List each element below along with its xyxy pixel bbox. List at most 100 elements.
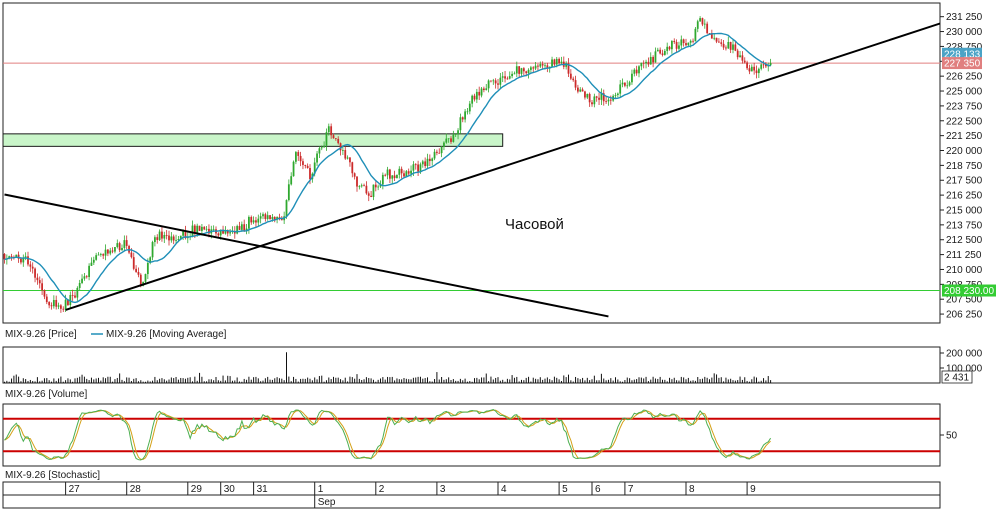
candle bbox=[685, 38, 687, 47]
candle bbox=[593, 93, 596, 108]
candle-body bbox=[638, 66, 640, 74]
trendline-2[interactable] bbox=[65, 22, 945, 311]
candle-body bbox=[569, 73, 572, 79]
candle-body bbox=[55, 299, 58, 307]
candle-body bbox=[663, 50, 666, 55]
candle-body bbox=[182, 230, 184, 236]
volume-panel[interactable] bbox=[2, 346, 941, 384]
candle bbox=[50, 302, 53, 310]
candle-body bbox=[633, 69, 636, 74]
candle-body bbox=[577, 87, 579, 92]
candle-body bbox=[640, 62, 643, 67]
candle bbox=[295, 151, 297, 165]
candle bbox=[572, 76, 575, 82]
candle bbox=[508, 71, 511, 80]
candle-body bbox=[27, 256, 29, 265]
candle-body bbox=[468, 103, 471, 112]
trendline-1[interactable] bbox=[4, 193, 609, 318]
candle-body bbox=[736, 50, 739, 58]
candle bbox=[471, 94, 474, 108]
candle-body bbox=[525, 71, 528, 74]
candle bbox=[389, 168, 391, 184]
candle-body bbox=[757, 68, 760, 74]
candle bbox=[262, 212, 264, 220]
candle bbox=[757, 67, 760, 79]
candle bbox=[492, 78, 495, 85]
resistance-zone[interactable] bbox=[3, 133, 504, 147]
price-tick-label: 218 750 bbox=[946, 161, 983, 172]
candle-body bbox=[631, 73, 633, 83]
candle bbox=[151, 240, 154, 261]
candle bbox=[522, 67, 525, 76]
candle bbox=[713, 33, 716, 41]
price-tick-label: 213 750 bbox=[946, 220, 983, 231]
candle bbox=[99, 252, 102, 257]
candle bbox=[391, 175, 394, 185]
candle bbox=[421, 159, 424, 168]
stochastic-k-line[interactable] bbox=[4, 408, 772, 461]
candle bbox=[518, 65, 521, 78]
candle bbox=[330, 123, 333, 139]
candle bbox=[203, 226, 206, 231]
candle bbox=[748, 64, 751, 75]
candle-body bbox=[278, 217, 281, 218]
candle bbox=[71, 289, 74, 301]
candle bbox=[287, 179, 290, 202]
candle-body bbox=[285, 200, 288, 217]
price-tag: 227 350 bbox=[942, 57, 982, 70]
candle bbox=[358, 185, 361, 190]
price-panel[interactable] bbox=[2, 2, 941, 324]
candle-body bbox=[753, 66, 756, 71]
candle-body bbox=[313, 162, 316, 174]
candle-body bbox=[414, 164, 417, 166]
candle-body bbox=[715, 37, 718, 42]
price-tick-label: 228 750 bbox=[946, 42, 983, 53]
candle bbox=[591, 100, 593, 107]
candle-body bbox=[765, 64, 767, 67]
candle-body bbox=[527, 69, 530, 74]
candle bbox=[602, 89, 605, 106]
stochastic-d-line[interactable] bbox=[4, 409, 771, 460]
moving-average-line[interactable] bbox=[4, 32, 771, 304]
candle bbox=[304, 164, 307, 169]
candle-body bbox=[85, 276, 88, 278]
candle bbox=[334, 138, 337, 141]
month-label: Sep bbox=[318, 497, 336, 508]
candle-body bbox=[581, 89, 584, 92]
candle-body bbox=[118, 243, 121, 251]
candle bbox=[374, 179, 377, 192]
candle-body bbox=[125, 240, 128, 246]
stochastic-panel[interactable] bbox=[2, 403, 941, 467]
candle-body bbox=[114, 246, 116, 252]
candle-body bbox=[433, 151, 436, 159]
candle bbox=[43, 289, 46, 300]
candle-body bbox=[504, 76, 506, 79]
candle-body bbox=[266, 215, 269, 219]
candle-body bbox=[762, 64, 765, 66]
candle-body bbox=[205, 228, 208, 230]
candle-body bbox=[250, 216, 253, 223]
candle-body bbox=[457, 130, 459, 135]
candle-body bbox=[593, 96, 596, 105]
candle-body bbox=[537, 65, 539, 67]
timeframe-annotation: Часовой bbox=[505, 216, 564, 233]
candle-body bbox=[43, 290, 46, 297]
candle-body bbox=[555, 58, 558, 65]
candle-body bbox=[389, 169, 391, 179]
candle-body bbox=[88, 265, 90, 277]
candle-body bbox=[750, 66, 753, 72]
candle-body bbox=[248, 216, 250, 229]
candle-body bbox=[168, 235, 170, 241]
candle-body bbox=[713, 37, 716, 39]
candle bbox=[325, 128, 328, 151]
candle bbox=[680, 35, 683, 50]
candle-body bbox=[287, 184, 290, 201]
candle-body bbox=[379, 184, 382, 187]
candle bbox=[396, 174, 398, 179]
candle bbox=[97, 252, 100, 256]
candle-body bbox=[567, 63, 570, 74]
candle bbox=[457, 128, 459, 140]
candle bbox=[48, 301, 51, 309]
candle bbox=[81, 274, 83, 285]
candle-body bbox=[201, 226, 203, 231]
